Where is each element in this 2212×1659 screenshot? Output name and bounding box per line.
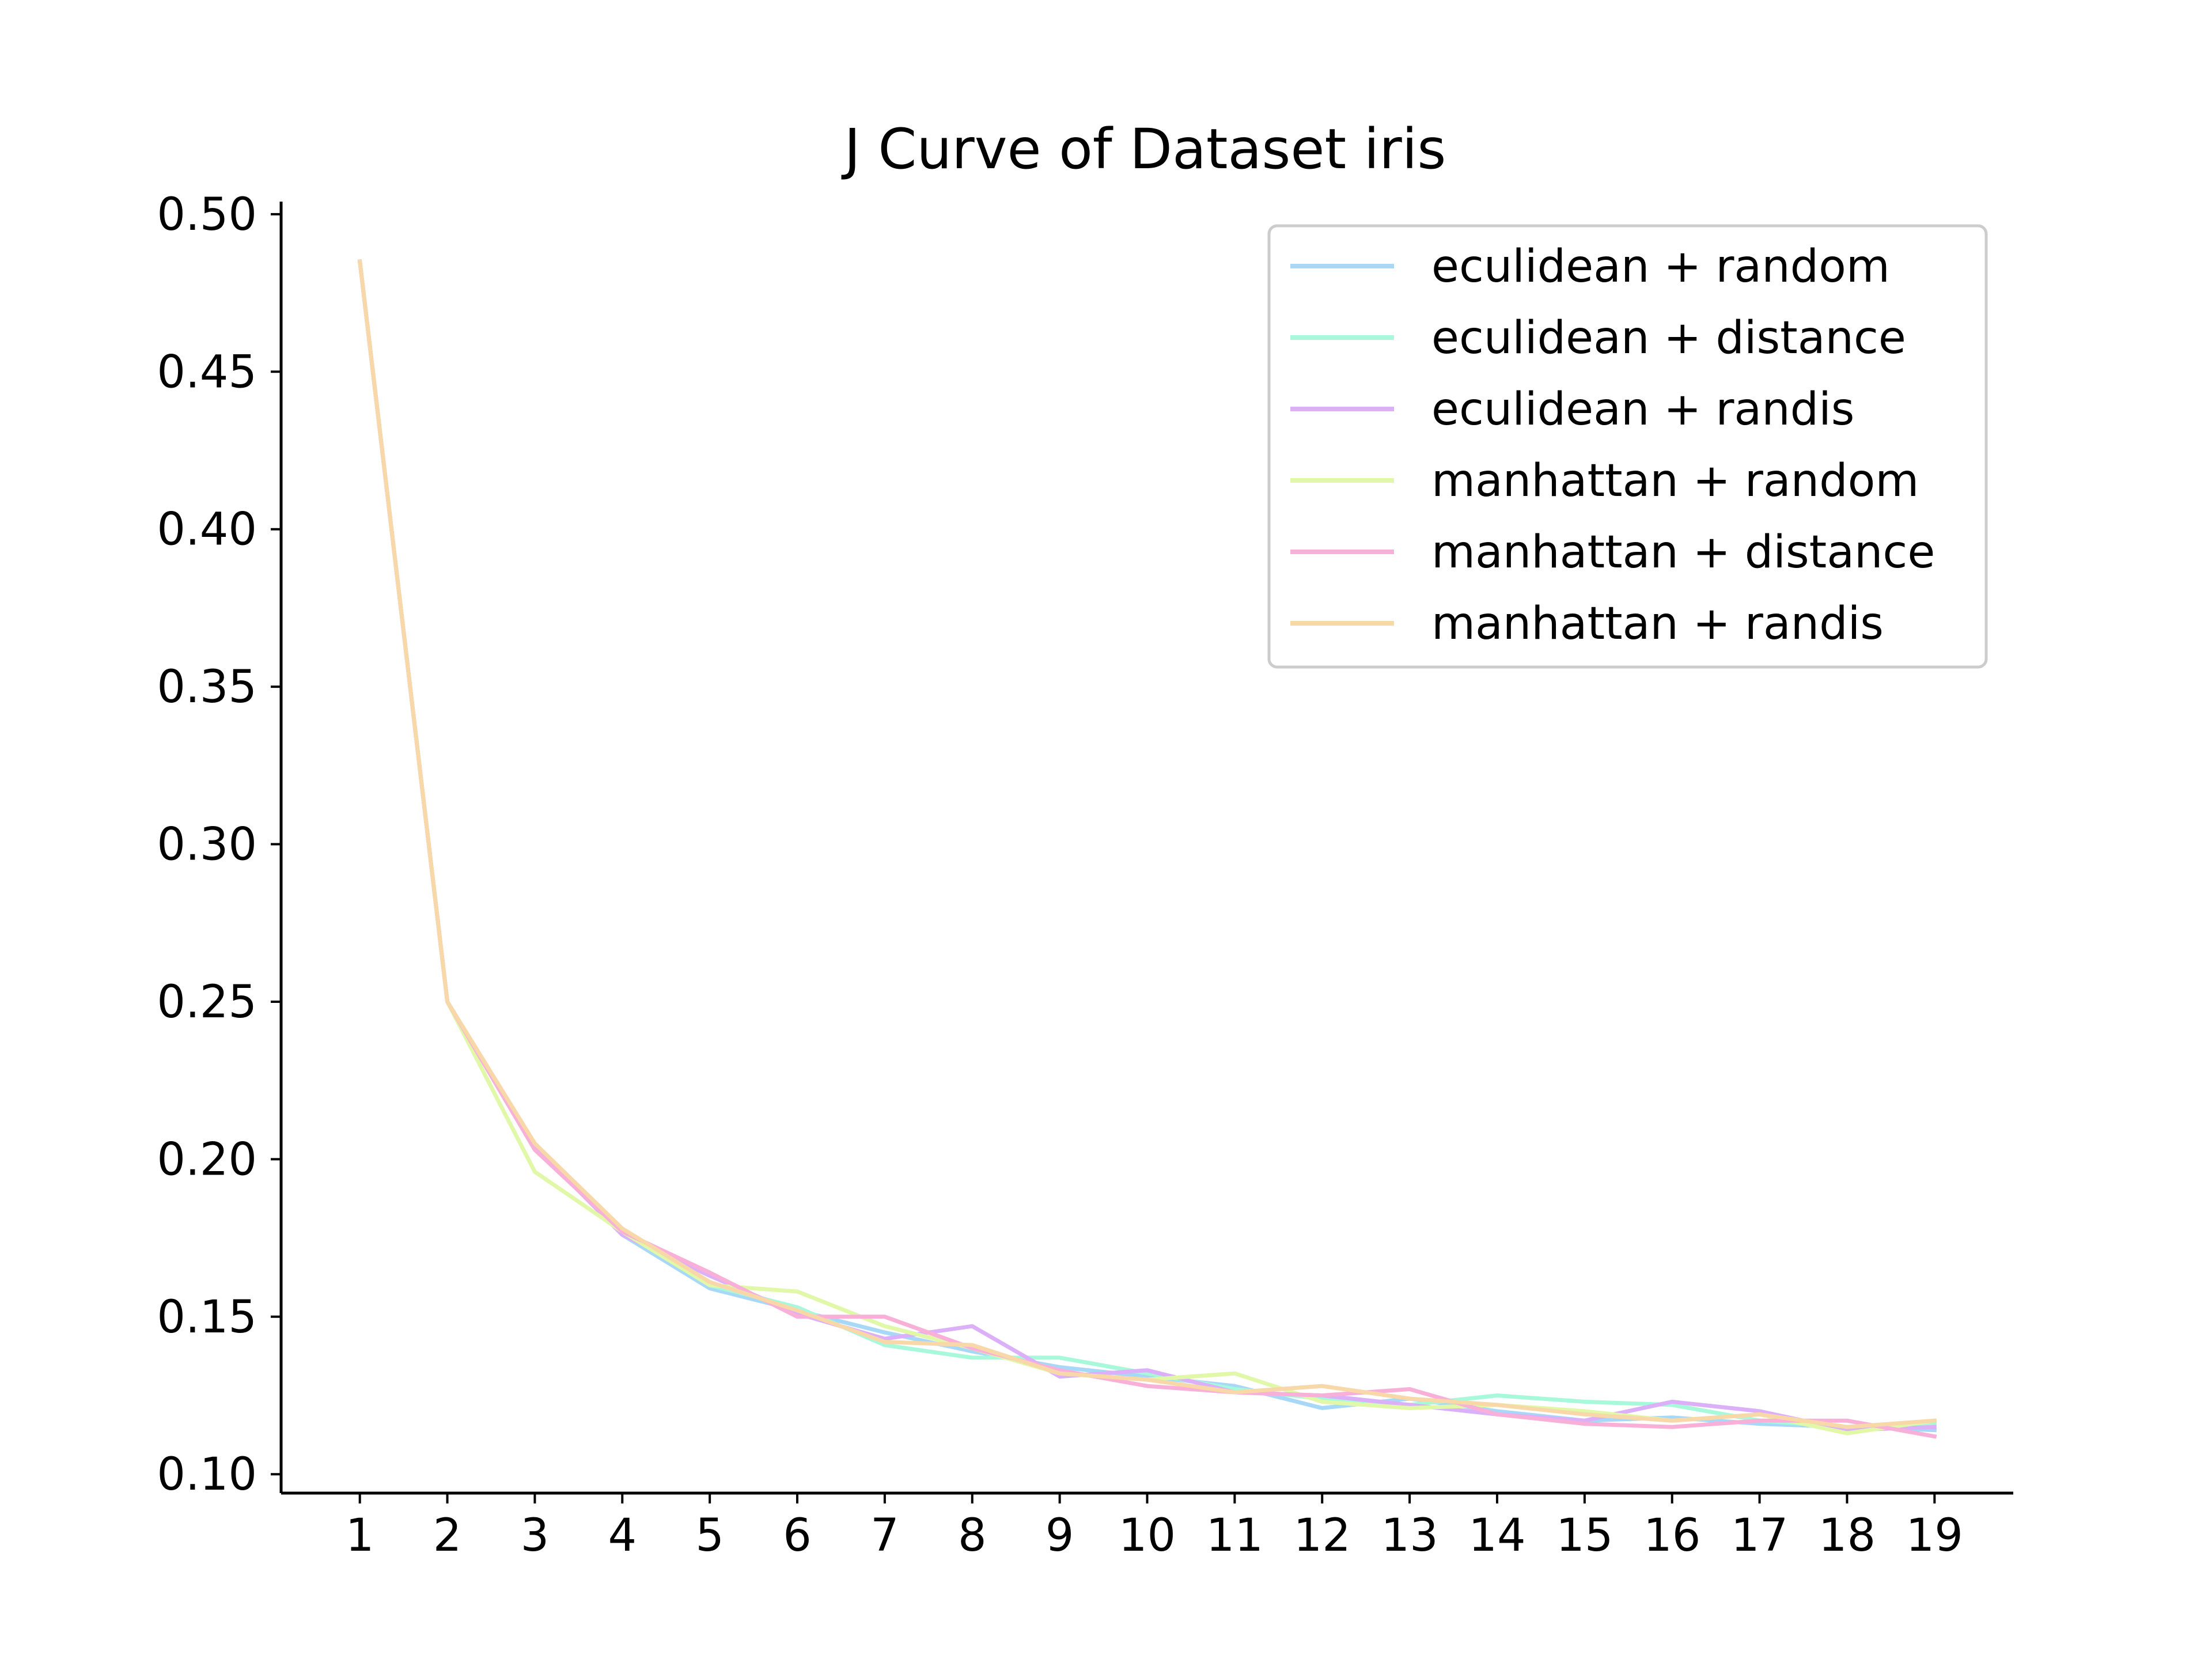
y-tick-label: 0.30 <box>157 819 257 871</box>
x-tick-label: 3 <box>521 1510 550 1562</box>
x-tick-label: 15 <box>1556 1510 1613 1562</box>
x-tick-label: 12 <box>1294 1510 1351 1562</box>
x-tick-label: 1 <box>346 1510 374 1562</box>
legend-label: eculidean + random <box>1431 241 1890 293</box>
x-tick-label: 10 <box>1119 1510 1176 1562</box>
y-tick-label: 0.10 <box>157 1449 257 1501</box>
x-tick-label: 4 <box>608 1510 637 1562</box>
y-tick-label: 0.45 <box>157 346 257 398</box>
x-tick-label: 14 <box>1468 1510 1525 1562</box>
legend-label: eculidean + randis <box>1431 384 1854 435</box>
chart-title: J Curve of Dataset iris <box>842 117 1446 181</box>
legend-label: eculidean + distance <box>1431 312 1906 364</box>
x-tick-label: 19 <box>1906 1510 1963 1562</box>
x-tick-label: 6 <box>783 1510 812 1562</box>
x-tick-label: 2 <box>433 1510 462 1562</box>
x-tick-label: 17 <box>1731 1510 1788 1562</box>
legend-label: manhattan + random <box>1431 455 1919 507</box>
y-tick-label: 0.25 <box>157 976 257 1028</box>
x-tick-label: 8 <box>958 1510 987 1562</box>
x-tick-label: 11 <box>1206 1510 1263 1562</box>
y-tick-label: 0.50 <box>157 189 257 241</box>
x-tick-label: 7 <box>870 1510 899 1562</box>
x-tick-label: 5 <box>695 1510 724 1562</box>
x-tick-label: 18 <box>1819 1510 1876 1562</box>
legend-label: manhattan + randis <box>1431 598 1884 650</box>
x-tick-label: 9 <box>1046 1510 1074 1562</box>
legend: eculidean + random eculidean + distance ec… <box>1269 226 1986 667</box>
x-tick-label: 13 <box>1381 1510 1438 1562</box>
y-tick-label: 0.40 <box>157 504 257 556</box>
y-tick-label: 0.20 <box>157 1134 257 1185</box>
y-tick-label: 0.15 <box>157 1291 257 1343</box>
x-tick-label: 16 <box>1643 1510 1700 1562</box>
legend-label: manhattan + distance <box>1431 527 1935 578</box>
y-tick-label: 0.35 <box>157 661 257 713</box>
